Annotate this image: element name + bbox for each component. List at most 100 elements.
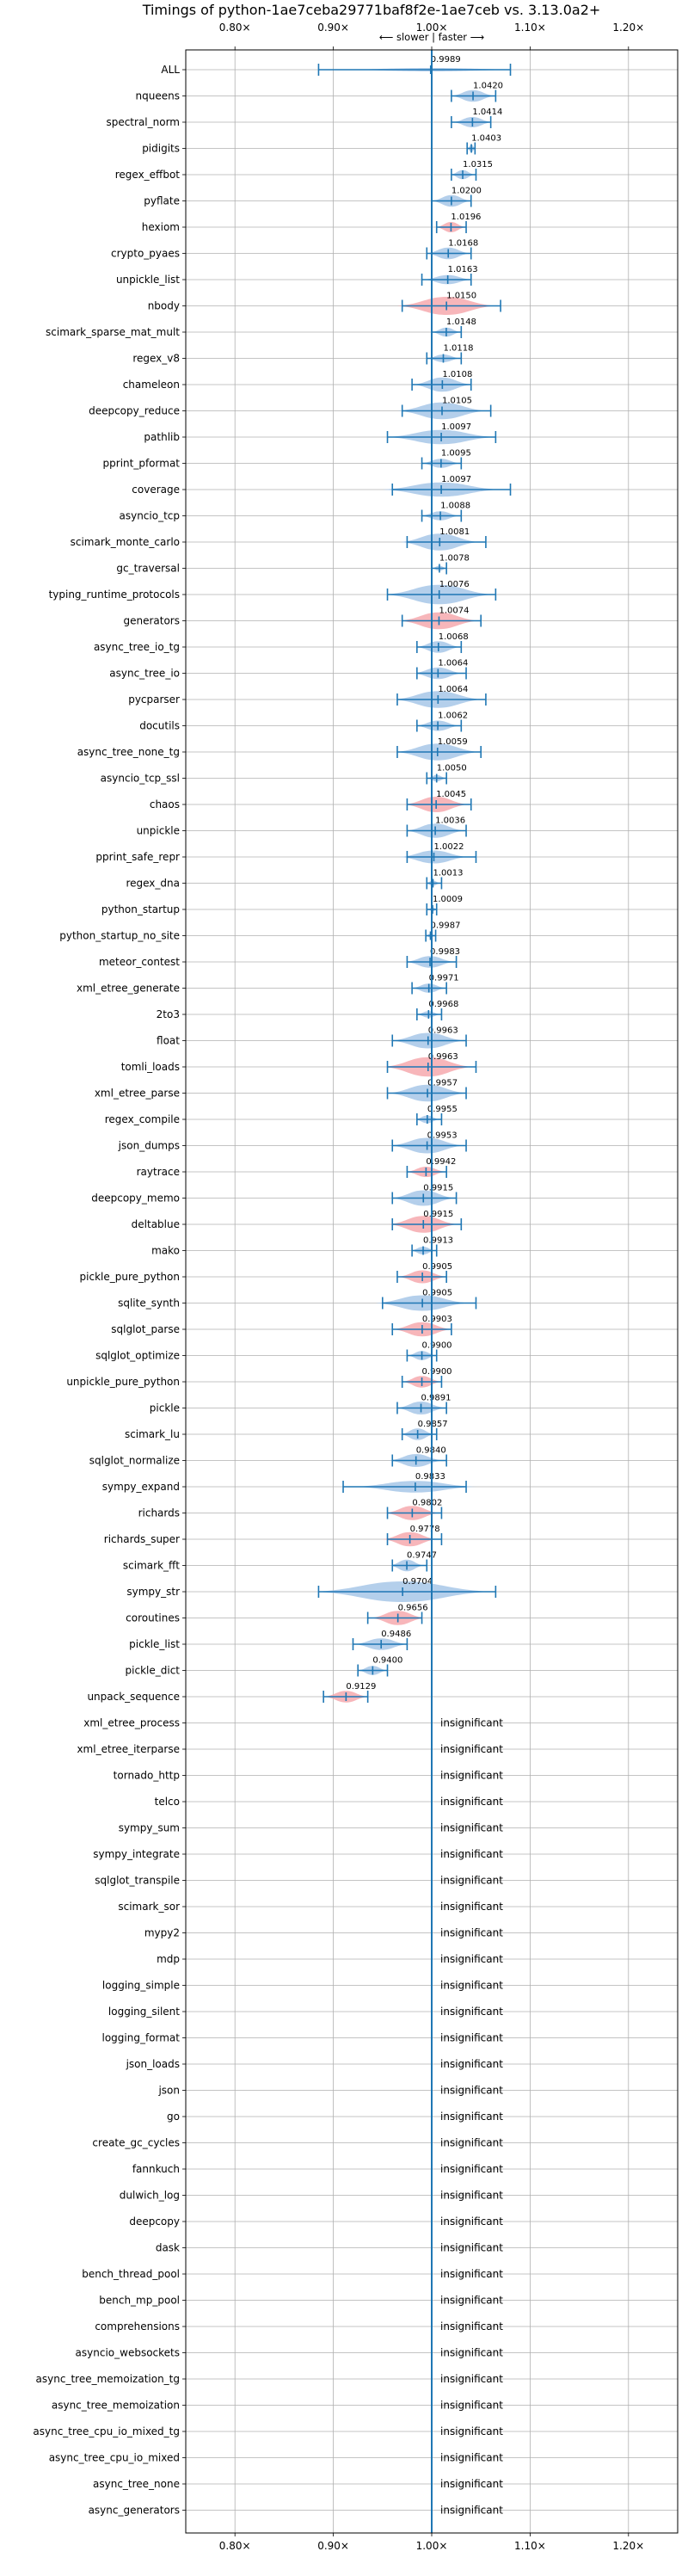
benchmark-label: nqueens [136, 90, 180, 102]
benchmark-marks: 0.9989 1.0420 1.0414 1.0403 1.0315 1.0200 1.01… [314, 50, 527, 2533]
value-label: 0.9900 [422, 1341, 452, 1351]
benchmark-label: nbody [148, 300, 180, 312]
value-label: 0.9747 [407, 1551, 437, 1561]
benchmark-label: xml_etree_parse [95, 1088, 180, 1100]
value-label: 1.0062 [438, 712, 468, 721]
value-label: 1.0022 [434, 842, 464, 852]
value-label: 1.0045 [436, 790, 466, 799]
benchmark-label: json_loads [126, 2058, 180, 2070]
value-label: 0.9915 [423, 1184, 453, 1193]
benchmark-label: spectral_norm [106, 116, 180, 128]
benchmark-label: coroutines [126, 1612, 180, 1624]
benchmark-label: sqlglot_parse [111, 1323, 180, 1335]
benchmark-label: sqlglot_normalize [89, 1455, 180, 1467]
benchmark-label: create_gc_cycles [92, 2137, 180, 2149]
value-label: 1.0420 [473, 82, 503, 91]
x-tick-label-bottom: 0.80× [219, 2540, 251, 2552]
benchmark-label: comprehensions [95, 2320, 180, 2333]
value-label: 0.9903 [422, 1315, 452, 1324]
benchmark-label: scimark_lu [125, 1428, 180, 1440]
benchmark-label: unpickle_list [116, 274, 180, 286]
plot-frame [185, 49, 679, 2534]
value-label: 0.9913 [423, 1236, 453, 1246]
insignificant-label: insignificant [440, 1927, 503, 1939]
value-label: 1.0013 [433, 869, 463, 878]
insignificant-label: insignificant [440, 1875, 503, 1887]
insignificant-label: insignificant [440, 2425, 503, 2437]
x-tick-label-top: 1.00× [416, 22, 448, 34]
value-label: 1.0414 [472, 108, 502, 117]
value-label: 1.0078 [439, 554, 470, 564]
value-label: 0.9963 [428, 1052, 458, 1062]
value-label: 1.0105 [442, 397, 472, 406]
benchmark-label: async_tree_none [93, 2478, 180, 2490]
benchmark-label: async_generators [89, 2505, 180, 2517]
insignificant-label: insignificant [440, 2006, 503, 2018]
benchmark-label: deepcopy_memo [91, 1192, 180, 1205]
insignificant-label: insignificant [440, 2478, 503, 2490]
value-label: 1.0403 [471, 134, 501, 144]
benchmark-label: async_tree_io_tg [94, 641, 180, 653]
benchmark-label: scimark_sparse_mat_mult [46, 326, 180, 338]
benchmark-label: json_dumps [118, 1140, 180, 1152]
benchmark-label: sympy_sum [119, 1822, 180, 1834]
benchmark-label: async_tree_none_tg [77, 746, 180, 758]
benchmark-label: hexiom [142, 221, 180, 233]
benchmark-label: meteor_contest [99, 956, 180, 968]
chart-title: Timings of python-1ae7ceba29771baf8f2e-1… [142, 2, 601, 18]
value-label: 1.0196 [451, 213, 481, 222]
benchmark-label: unpack_sequence [87, 1691, 180, 1703]
value-label: 1.0168 [448, 239, 478, 249]
value-label: 0.9891 [421, 1394, 452, 1403]
value-label: 1.0108 [442, 370, 472, 379]
benchmark-label: sqlglot_optimize [95, 1350, 180, 1362]
value-label: 1.0118 [443, 344, 473, 354]
value-label: 1.0009 [433, 895, 463, 904]
value-label: 1.0097 [441, 475, 471, 484]
benchmark-label: fannkuch [132, 2163, 180, 2175]
value-label: 0.9129 [346, 1682, 376, 1692]
insignificant-label: insignificant [440, 2058, 503, 2070]
direction-label: ⟵ slower | faster ⟶ [379, 31, 484, 43]
x-tick-label-top: 0.90× [317, 22, 349, 34]
value-label: 1.0064 [438, 685, 468, 694]
benchmark-label: typing_runtime_protocols [49, 589, 180, 601]
insignificant-label: insignificant [440, 2452, 503, 2464]
value-label: 1.0088 [440, 502, 470, 511]
benchmark-label: go [167, 2111, 180, 2123]
insignificant-label: insignificant [440, 2215, 503, 2228]
benchmark-label: 2to3 [157, 1008, 180, 1020]
benchmark-label: async_tree_memoization [52, 2400, 180, 2412]
insignificant-label: insignificant [440, 1848, 503, 1860]
benchmark-label: pathlib [144, 431, 180, 443]
value-label: 0.9957 [427, 1079, 458, 1088]
insignificant-label: insignificant [440, 1717, 503, 1729]
benchmark-label: deltablue [132, 1218, 180, 1230]
benchmark-label: dulwich_log [120, 2190, 180, 2202]
benchmark-label: crypto_pyaes [111, 248, 180, 260]
benchmark-label: asyncio_tcp [119, 510, 180, 522]
benchmark-label: asyncio_tcp_ssl [101, 773, 180, 785]
benchmark-label: mdp [157, 1953, 180, 1965]
x-tick-label-bottom: 1.10× [514, 2540, 546, 2552]
benchmark-label: pickle_dict [126, 1665, 181, 1677]
benchmark-label: float [157, 1035, 180, 1047]
value-label: 0.9656 [398, 1604, 428, 1613]
benchmark-label: scimark_monte_carlo [71, 536, 180, 548]
insignificant-label: insignificant [440, 2190, 503, 2202]
benchmark-label: tomli_loads [121, 1061, 180, 1073]
value-label: 1.0068 [439, 632, 469, 642]
insignificant-label: insignificant [440, 2111, 503, 2123]
benchmark-label: asyncio_websockets [76, 2347, 180, 2359]
value-label: 1.0148 [446, 317, 476, 327]
benchmark-label: python_startup_no_site [59, 930, 180, 942]
value-label: 0.9486 [381, 1630, 411, 1639]
benchmark-label: generators [123, 615, 180, 627]
x-tick-label-top: 0.80× [219, 22, 251, 34]
benchmark-label: pickle_pure_python [80, 1271, 180, 1283]
benchmark-label: async_tree_memoization_tg [36, 2373, 180, 2385]
value-label: 1.0200 [452, 187, 482, 196]
value-label: 0.9900 [422, 1367, 452, 1377]
benchmark-label: pyflate [144, 195, 180, 207]
